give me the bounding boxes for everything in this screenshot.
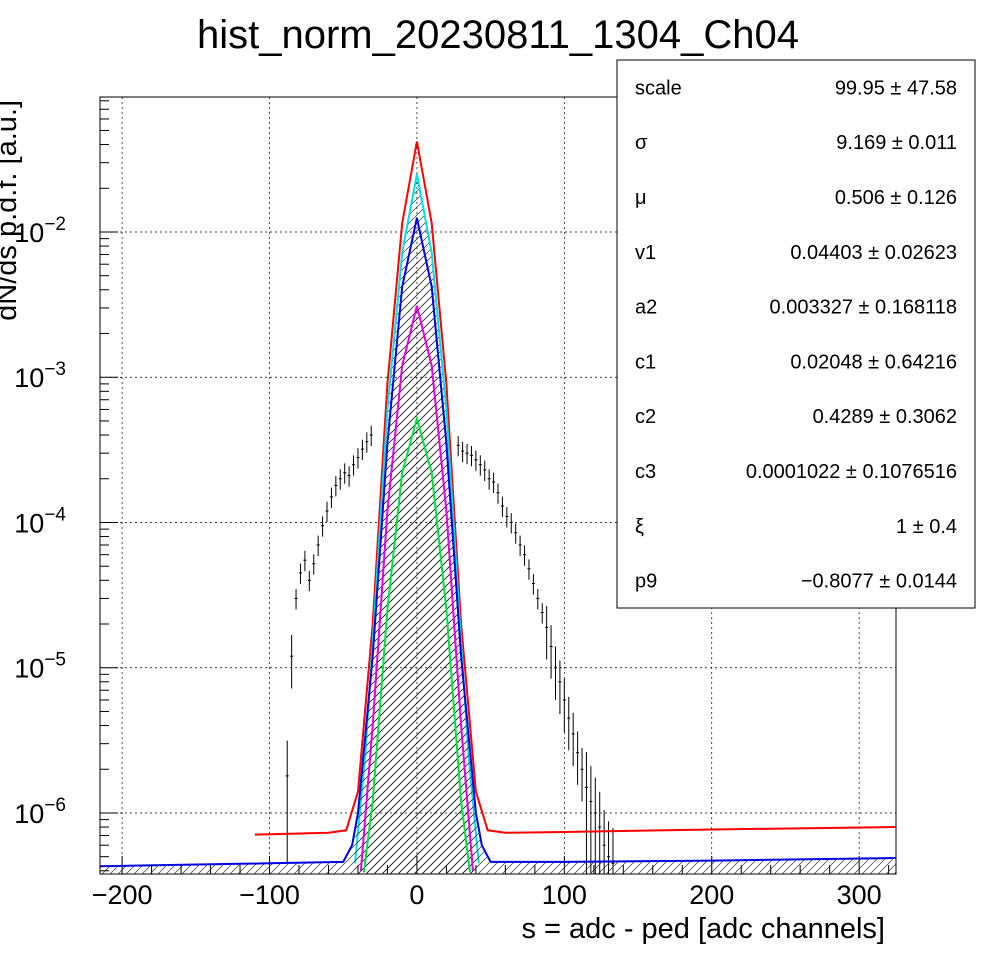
stat-name: μ [635,187,647,209]
y-axis-label: dN/ds p.d.f. [a.u.] [0,100,23,321]
x-tick-label: 0 [409,880,424,910]
stat-name: scale [635,77,682,99]
x-tick-label: −100 [239,880,300,910]
y-tick-label: 10−3 [14,359,66,393]
y-tick-label: 10−4 [14,504,66,538]
series-line [100,217,896,868]
stat-name: c2 [635,406,656,428]
x-tick-label: −200 [92,880,153,910]
y-tick-label: 10−6 [14,795,66,829]
stat-value: 0.02048 ± 0.64216 [790,351,957,373]
stat-name: p9 [635,571,657,593]
stat-name: v1 [635,242,656,264]
series-line [362,414,471,873]
series-line [254,141,896,836]
stat-value: 0.4289 ± 0.3062 [813,406,957,428]
stats-box-frame [616,59,976,609]
stat-name: ξ [635,516,644,538]
stat-name: σ [635,132,648,154]
stat-name: a2 [635,297,657,319]
stat-value: −0.8077 ± 0.0144 [801,571,957,593]
series-line [359,305,474,871]
x-axis-label: s = adc - ped [adc channels] [521,913,885,945]
x-tick-label: 300 [837,880,882,910]
stat-value: 1 ± 0.4 [896,516,957,538]
y-tick-label: 10−5 [14,650,66,684]
stat-value: 0.04403 ± 0.02623 [790,242,957,264]
stat-value: 0.0001022 ± 0.1076516 [746,461,957,483]
stat-name: c1 [635,351,656,373]
series-fill [363,418,470,874]
stat-value: 0.506 ± 0.126 [835,187,957,209]
x-tick-label: 200 [689,880,734,910]
stats-box: scale 99.95 ± 47.58 σ 9.169 ± 0.011 μ 0.506 ±… [616,59,976,609]
stat-value: 99.95 ± 47.58 [835,77,957,99]
stat-value: 0.003327 ± 0.168118 [770,297,957,319]
stat-value: 9.169 ± 0.011 [836,132,957,154]
x-tick-label: 100 [542,880,587,910]
stat-name: c3 [635,461,656,483]
chart-title: hist_norm_20230811_1304_Ch04 [197,13,799,57]
plot-content [100,141,896,874]
